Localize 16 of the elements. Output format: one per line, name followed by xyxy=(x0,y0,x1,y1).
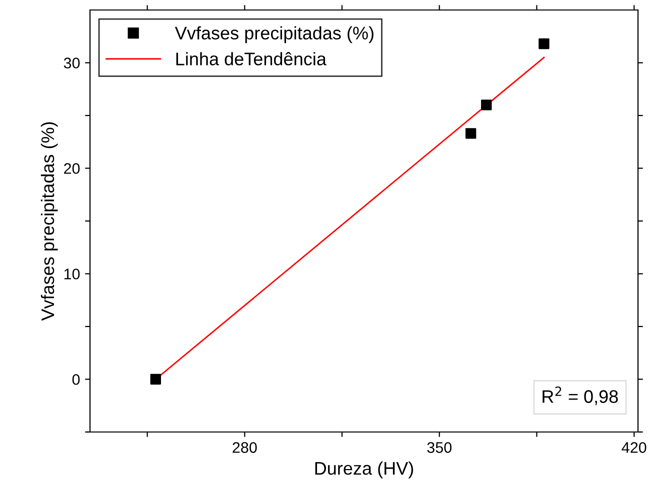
legend-label: Linha deTendência xyxy=(176,52,326,66)
x-axis-title: Dureza (HV) xyxy=(315,462,414,478)
y-tick-label: 0 xyxy=(72,374,80,385)
x-tick-label: 420 xyxy=(622,442,646,453)
point xyxy=(150,374,161,385)
legend-label: Vvfases precipitadas (%) xyxy=(174,26,374,44)
y-tick-label: 30 xyxy=(64,58,80,68)
y-tick-label: 20 xyxy=(64,163,80,174)
y-tick-label: 10 xyxy=(64,268,80,280)
x-tick-label: 350 xyxy=(427,442,452,453)
point xyxy=(481,100,492,110)
point xyxy=(465,128,476,139)
annotation: R$^{2}$ = 0,98 xyxy=(542,386,618,406)
x-tick-label: 280 xyxy=(232,442,257,453)
y-axis-title: Vvfases precipitadas (%) xyxy=(40,122,58,321)
point xyxy=(538,38,550,50)
